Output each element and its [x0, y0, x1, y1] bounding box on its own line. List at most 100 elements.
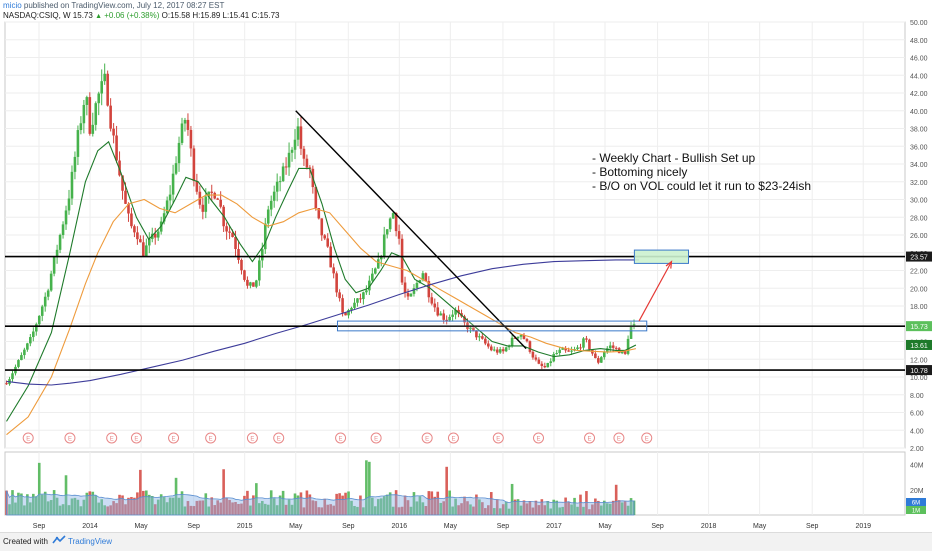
candle-body [344, 312, 347, 316]
candle-body [433, 303, 437, 308]
volume-bar [602, 500, 606, 515]
volume-bar [133, 497, 136, 515]
candle-body [17, 360, 20, 367]
moving-average-line-20 [6, 140, 637, 422]
volume-bar [424, 506, 428, 515]
candle-body [136, 232, 139, 240]
volume-bar [58, 505, 62, 515]
candle-body [225, 226, 228, 232]
earnings-marker-label: E [496, 437, 500, 443]
volume-bar [531, 507, 535, 515]
candle-body [82, 104, 86, 124]
candle-body [597, 358, 600, 363]
volume-bar [487, 505, 490, 515]
volume-bar [311, 500, 315, 515]
candle-body [296, 126, 300, 140]
candle-body [216, 198, 219, 200]
volume-bar [82, 499, 86, 515]
x-tick-label: Sep [497, 523, 510, 530]
author-name[interactable]: micio [3, 1, 22, 10]
tradingview-link[interactable]: TradingView [68, 537, 113, 546]
earnings-marker [335, 432, 347, 444]
price-tag [906, 251, 932, 262]
publish-line: micio published on TradingView.com, July… [3, 1, 224, 10]
candle-body [481, 336, 484, 339]
candle-body [192, 148, 196, 181]
candle-body [608, 345, 612, 349]
volume-bar [222, 469, 225, 515]
candle-body [32, 331, 35, 338]
candle-body [564, 348, 567, 351]
volume-bar [489, 492, 493, 515]
volume-tick-label: 20M [910, 488, 924, 495]
candle-body [445, 319, 448, 321]
candle-body [171, 173, 175, 195]
volume-layer [5, 460, 636, 515]
y-tick-label: 42.00 [910, 91, 928, 98]
earnings-marker-label: E [250, 437, 254, 443]
candle-body [228, 231, 231, 233]
x-tick-label: 2016 [392, 523, 408, 530]
volume-bar [567, 501, 570, 515]
earnings-marker-label: E [374, 437, 378, 443]
y-tick-label: 10.00 [910, 375, 928, 382]
volume-bar [124, 504, 127, 515]
candle-body [391, 213, 395, 219]
last-price: 15.73 [72, 11, 93, 20]
candle-body [347, 310, 350, 316]
volume-bar [579, 494, 582, 515]
candle-body [290, 149, 294, 153]
price-tag [906, 321, 932, 332]
candle-body [201, 204, 205, 212]
volume-bar [219, 502, 222, 515]
candle-body [299, 126, 303, 149]
candle-body [403, 282, 407, 293]
volume-bar [156, 499, 160, 515]
volume-bar [70, 498, 74, 515]
candle-body [478, 336, 481, 338]
candle-body [534, 357, 538, 360]
volume-bar [629, 498, 633, 515]
volume-bar [484, 508, 487, 515]
candle-body [629, 325, 633, 339]
candle-body [317, 208, 321, 219]
candle-body [237, 249, 240, 260]
volume-tick-label: 40M [910, 463, 924, 470]
earnings-marker [22, 432, 34, 444]
earnings-marker-label: E [110, 437, 114, 443]
candle-body [400, 238, 404, 283]
earnings-marker [168, 432, 180, 444]
candle-body [388, 218, 392, 230]
volume-bar [436, 491, 440, 515]
volume-bar [507, 508, 511, 515]
volume-bar [142, 490, 145, 515]
volume-bar [302, 507, 306, 515]
highlight-box [633, 249, 690, 264]
volume-bar [344, 492, 347, 515]
footer-bar: Created with TradingView [0, 532, 932, 551]
volume-bar [501, 504, 505, 515]
candle-body [632, 323, 636, 326]
x-tick-label: May [753, 523, 767, 530]
candle-body [73, 156, 77, 172]
volume-bar [620, 502, 624, 515]
volume-bar [457, 505, 460, 515]
candle-body [37, 315, 41, 325]
candle-body [588, 339, 591, 350]
candle-body [266, 209, 270, 224]
y-tick-label: 2.00 [910, 446, 924, 453]
volume-bar [207, 506, 211, 515]
candle-body [555, 353, 559, 355]
candle-body [210, 191, 214, 193]
volume-bar [329, 504, 332, 515]
candle-body [26, 343, 29, 350]
volume-bar [243, 495, 246, 515]
candle-body [278, 181, 282, 183]
volume-bar [439, 502, 443, 515]
volume-bar [14, 502, 17, 515]
created-with-label: Created with [3, 537, 48, 546]
candle-body [406, 292, 410, 297]
candle-body [504, 347, 508, 352]
volume-bar [195, 500, 199, 515]
